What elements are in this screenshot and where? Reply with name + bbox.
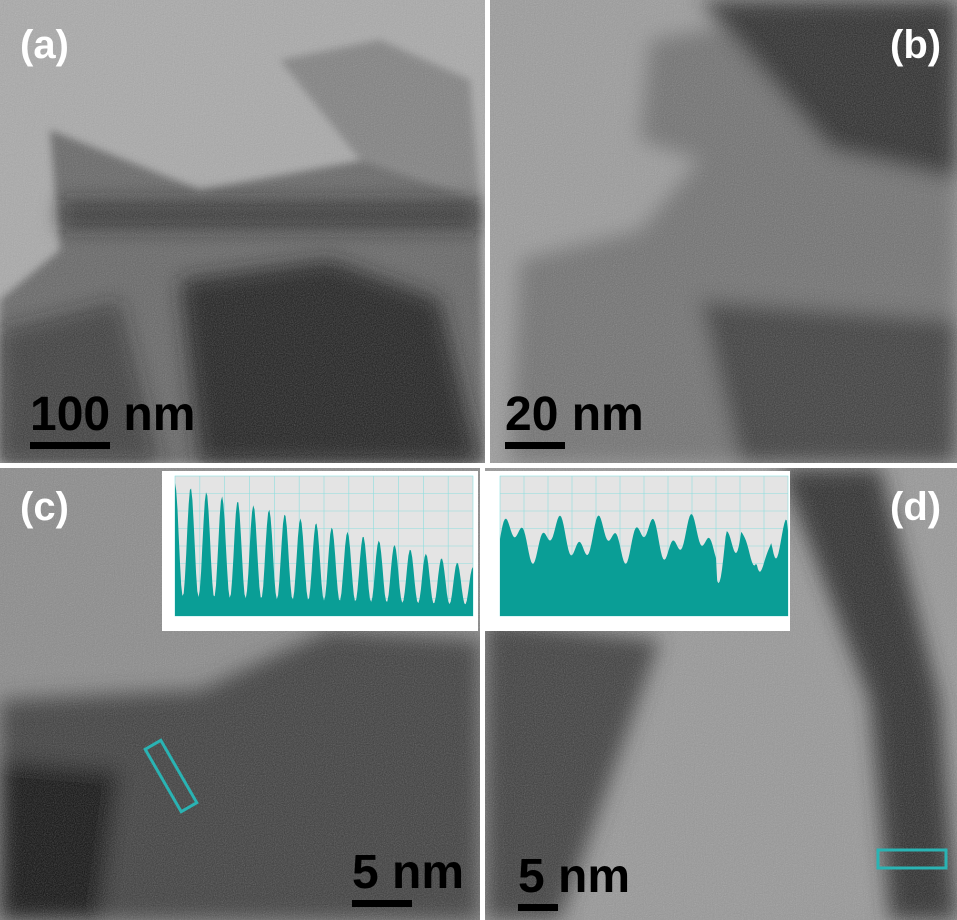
scale-bar-label: 5 nm xyxy=(518,850,630,903)
figure: (a) (b) (c) (d) 100 nm 20 nm 5 nm 5 nm xyxy=(0,0,957,920)
scale-bar xyxy=(352,900,412,907)
scale-bar-label: 100 nm xyxy=(30,388,195,441)
panel-label: (d) xyxy=(890,485,941,529)
profile-inset xyxy=(162,471,478,631)
scale-bar-label: 5 nm xyxy=(352,846,464,899)
panel-label: (b) xyxy=(890,23,941,67)
profile-inset xyxy=(485,471,790,631)
scale-bar-label: 20 nm xyxy=(505,388,644,441)
panel-label: (a) xyxy=(20,23,69,67)
scale-bar xyxy=(518,904,558,911)
scale-bar xyxy=(30,442,110,449)
scale-bar xyxy=(505,442,565,449)
panel-label: (c) xyxy=(20,485,69,529)
